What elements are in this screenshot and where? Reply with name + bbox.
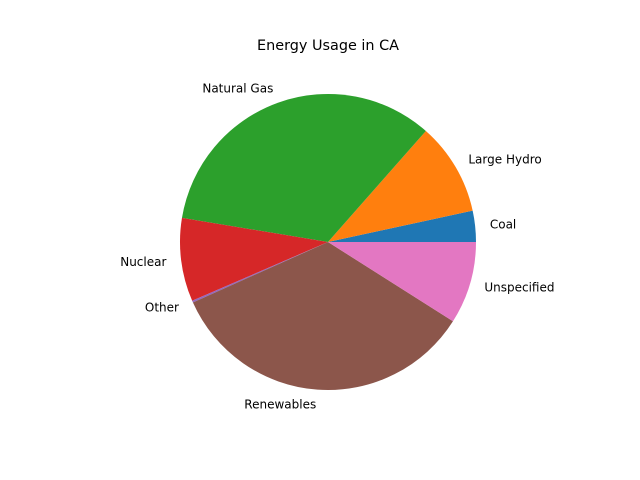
pie-slice-other bbox=[192, 242, 328, 303]
pie-labels: Coal Large Hydro Natural Gas Nuclear Other Re… bbox=[120, 82, 554, 412]
pie-slice-natural-gas bbox=[181, 93, 426, 243]
pie-slice-nuclear bbox=[180, 217, 328, 301]
slice-label-unspecified: Unspecified bbox=[484, 280, 554, 294]
pie-slices bbox=[180, 93, 476, 391]
slice-label-nuclear: Nuclear bbox=[120, 255, 166, 269]
pie-slice-renewables bbox=[192, 242, 453, 391]
slice-label-coal: Coal bbox=[490, 218, 516, 232]
chart-title: Energy Usage in CA bbox=[257, 38, 399, 54]
pie-slice-coal bbox=[328, 210, 476, 242]
slice-label-other: Other bbox=[145, 301, 179, 315]
pie-slice-unspecified bbox=[328, 242, 476, 322]
slice-label-renewables: Renewables bbox=[244, 397, 316, 411]
slice-label-large-hydro: Large Hydro bbox=[468, 153, 541, 167]
slice-label-natural-gas: Natural Gas bbox=[202, 82, 273, 96]
pie-slice-large-hydro bbox=[328, 130, 473, 242]
